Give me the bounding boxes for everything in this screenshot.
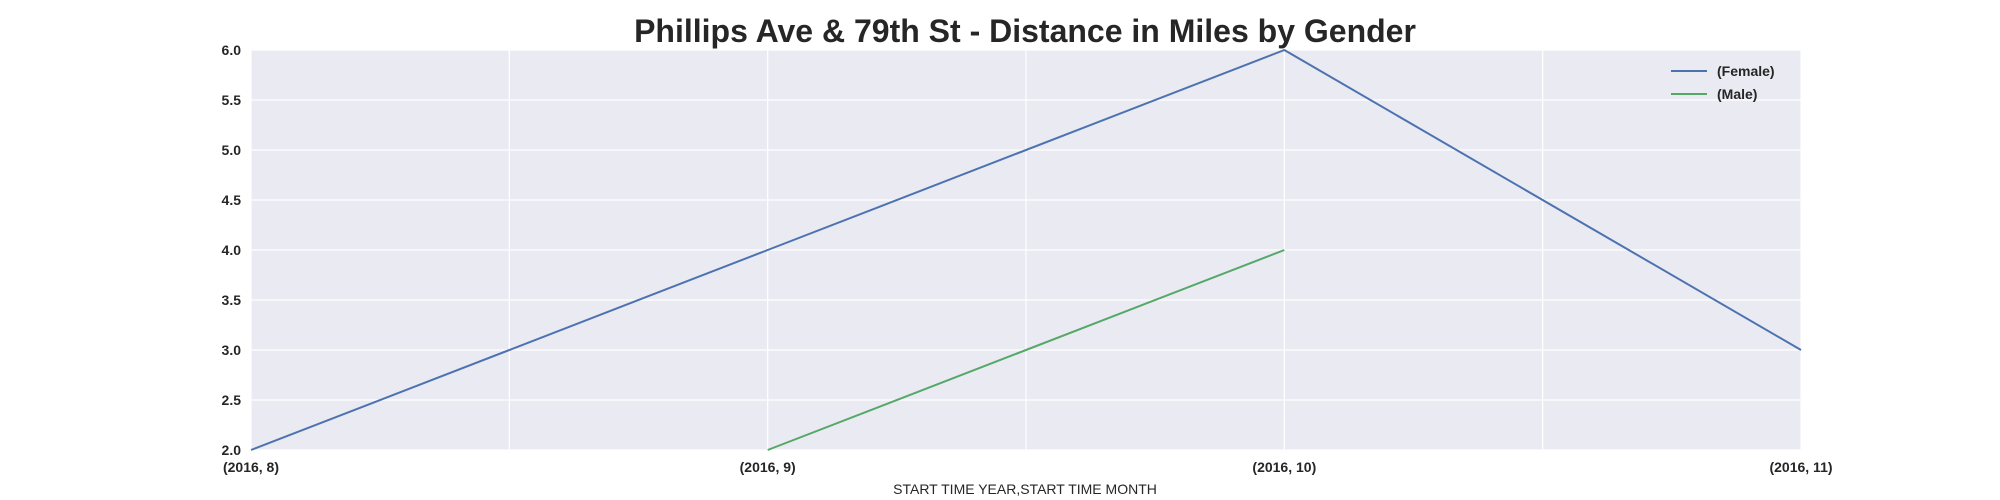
y-tick-label: 4.5: [222, 192, 242, 208]
y-tick-label: 2.0: [222, 442, 242, 458]
y-tick-label: 5.0: [222, 142, 242, 158]
y-axis-ticks: 2.0 2.5 3.0 3.5 4.0 4.5 5.0 5.5 6.0: [222, 42, 242, 458]
legend-label: (Female): [1717, 63, 1775, 79]
x-tick-label: (2016, 11): [1769, 459, 1832, 475]
y-tick-label: 4.0: [222, 242, 242, 258]
y-tick-label: 5.5: [222, 92, 242, 108]
legend: (Female) (Male): [1671, 63, 1775, 102]
x-tick-label: (2016, 9): [740, 459, 796, 475]
chart-title: Phillips Ave & 79th St - Distance in Mil…: [634, 13, 1416, 49]
x-tick-label: (2016, 10): [1252, 459, 1316, 475]
x-tick-label: (2016, 8): [223, 459, 279, 475]
x-axis-label: START TIME YEAR,START TIME MONTH: [893, 481, 1157, 497]
y-tick-label: 6.0: [222, 42, 242, 58]
x-axis-ticks: (2016, 8) (2016, 9) (2016, 10) (2016, 11): [223, 459, 1833, 475]
series-line-male: [767, 249, 1285, 451]
series-lines: [250, 49, 1802, 451]
y-tick-label: 3.0: [222, 342, 242, 358]
y-tick-label: 2.5: [222, 392, 242, 408]
legend-label: (Male): [1717, 86, 1757, 102]
series-line-female: [250, 49, 1802, 451]
y-tick-label: 3.5: [222, 292, 242, 308]
